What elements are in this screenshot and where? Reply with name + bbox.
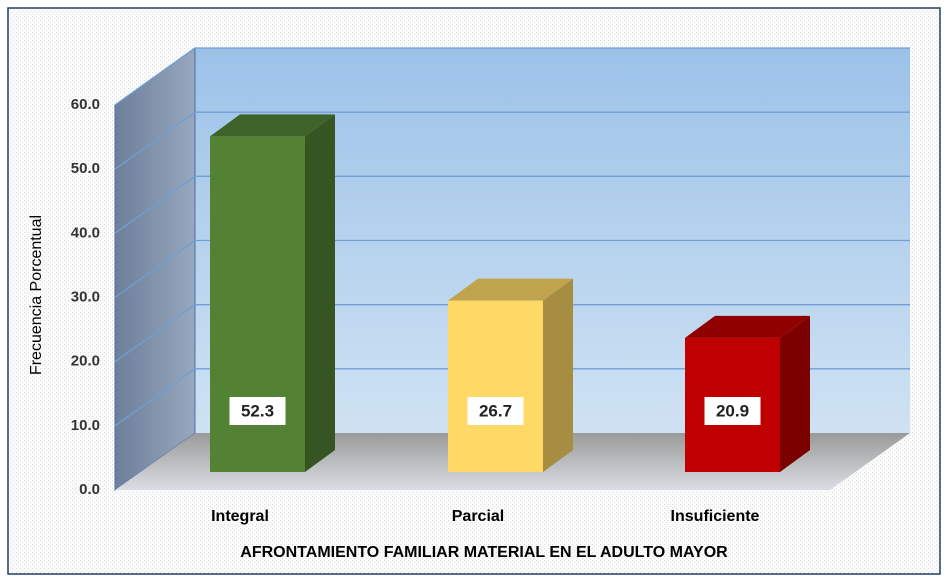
grid-line xyxy=(114,304,196,363)
y-tick-label: 40.0 xyxy=(71,224,100,241)
bar-top xyxy=(210,114,335,137)
value-label-box xyxy=(229,397,286,425)
grid-line xyxy=(114,368,196,427)
bar xyxy=(448,300,543,472)
y-tick-label: 0.0 xyxy=(79,481,100,498)
value-label: 26.7 xyxy=(479,401,512,420)
bar-side xyxy=(305,114,335,473)
bar-side xyxy=(780,315,810,472)
y-tick-label: 60.0 xyxy=(71,96,100,113)
value-label: 52.3 xyxy=(241,401,274,420)
grid-line xyxy=(114,239,196,299)
value-label: 20.9 xyxy=(716,401,749,420)
grid-line xyxy=(114,47,196,106)
y-tick-label: 10.0 xyxy=(71,417,100,434)
x-tick-label: Integral xyxy=(211,508,269,525)
bar-top xyxy=(448,278,573,301)
x-tick-label: Parcial xyxy=(452,508,504,525)
grid-line xyxy=(114,111,196,170)
value-label-box xyxy=(704,397,761,425)
y-tick-label: 30.0 xyxy=(71,288,100,305)
x-tick-label: Insuficiente xyxy=(671,508,760,525)
y-axis-title: Frecuencia Porcentual xyxy=(28,215,45,375)
x-axis-title: AFRONTAMIENTO FAMILIAR MATERIAL EN EL AD… xyxy=(240,544,728,561)
value-label-box xyxy=(467,397,524,425)
bar-top xyxy=(685,315,810,338)
y-tick-label: 50.0 xyxy=(71,160,100,177)
bar-side xyxy=(543,278,573,472)
y-tick-label: 20.0 xyxy=(71,353,100,370)
grid-line xyxy=(114,175,196,234)
